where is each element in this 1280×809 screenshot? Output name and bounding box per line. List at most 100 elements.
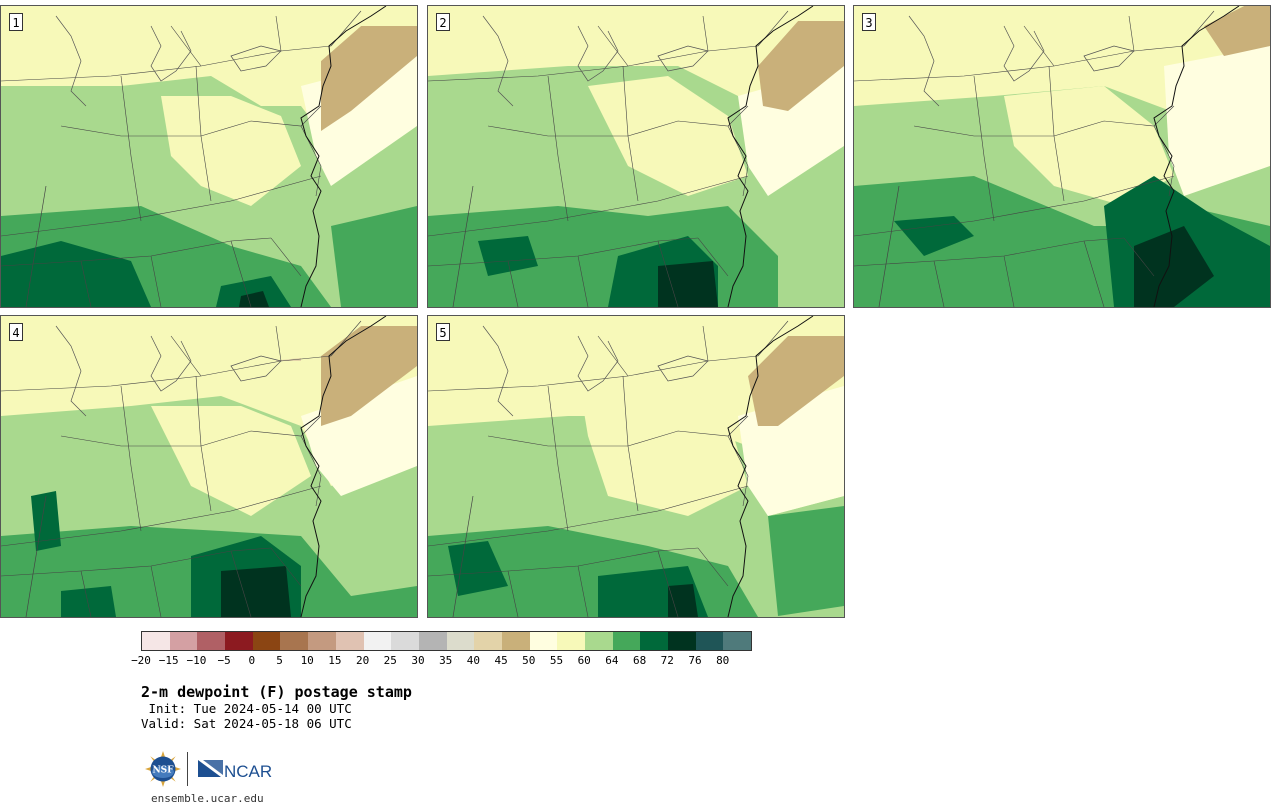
state-boundary <box>270 237 302 277</box>
dewpoint-region <box>331 206 417 307</box>
colorbar-tick: 45 <box>494 654 508 667</box>
state-boundary <box>487 125 628 137</box>
state-boundary <box>1023 25 1055 67</box>
dewpoint-region <box>239 291 269 307</box>
colorbar-swatch <box>695 632 724 650</box>
colorbar-swatch <box>585 632 613 650</box>
member-2-label: 2 <box>436 13 450 31</box>
init-time-label: Init: Tue 2024-05-14 00 UTC <box>141 701 352 716</box>
state-boundary <box>697 237 729 277</box>
colorbar-swatch <box>418 632 447 650</box>
colorbar-swatch <box>723 632 752 650</box>
colorbar-tick: 50 <box>522 654 536 667</box>
state-boundary <box>230 240 252 307</box>
state-boundary <box>275 15 282 52</box>
state-boundary <box>507 260 519 307</box>
state-boundary <box>577 255 589 307</box>
lake-outline <box>482 325 514 417</box>
svg-text:NCAR: NCAR <box>224 762 272 781</box>
dewpoint-region <box>668 584 698 617</box>
member-3-map <box>854 6 1270 307</box>
river-boundary <box>25 495 47 617</box>
dewpoint-region <box>768 506 844 616</box>
colorbar-swatch <box>197 632 226 650</box>
state-boundary <box>627 415 749 447</box>
state-boundary <box>1083 240 1105 307</box>
member-2-panel: 2 <box>427 5 845 308</box>
dewpoint-region <box>894 216 974 256</box>
colorbar-swatch <box>391 632 419 650</box>
colorbar-tick: 35 <box>439 654 453 667</box>
state-boundary <box>428 485 749 547</box>
lake-outline <box>908 15 940 107</box>
colorbar-tick: 5 <box>276 654 283 667</box>
logo-divider <box>187 752 188 786</box>
lake-outline <box>55 325 87 417</box>
lake-outline <box>55 15 87 107</box>
colorbar-swatch <box>142 632 170 650</box>
colorbar-tick: −15 <box>158 654 179 667</box>
colorbar-swatch <box>252 632 281 650</box>
colorbar-tick: 10 <box>300 654 314 667</box>
state-boundary <box>547 75 569 222</box>
colorbar-tick: −5 <box>217 654 231 667</box>
colorbar-tick: −20 <box>131 654 151 667</box>
state-boundary <box>577 565 589 617</box>
colorbar-swatch <box>280 632 309 650</box>
dewpoint-region <box>578 376 748 516</box>
colorbar-swatch <box>308 632 336 650</box>
lake-outline <box>577 335 619 392</box>
colorbar-tick: 15 <box>328 654 342 667</box>
colorbar-swatch <box>335 632 364 650</box>
dewpoint-region <box>1004 86 1174 206</box>
state-boundary <box>200 105 322 137</box>
dewpoint-region <box>161 96 301 206</box>
nsf-logo-icon: NSF <box>145 751 181 787</box>
valid-time-label: Valid: Sat 2024-05-18 06 UTC <box>141 716 352 731</box>
dewpoint-region <box>1 316 417 386</box>
colorbar-swatch <box>363 632 392 650</box>
member-5-panel: 5 <box>427 315 845 618</box>
river-boundary <box>452 185 474 307</box>
colorbar-swatch <box>446 632 475 650</box>
state-boundary <box>1053 105 1175 137</box>
dewpoint-region <box>758 21 844 111</box>
colorbar-tick: 55 <box>549 654 564 667</box>
colorbar-tick: 80 <box>716 654 730 667</box>
state-boundaries <box>428 320 789 617</box>
river-boundary <box>452 495 474 617</box>
member-2-map <box>428 6 844 307</box>
state-boundary <box>547 385 569 532</box>
colorbar-tick: 64 <box>605 654 619 667</box>
colorbar-tick: 25 <box>383 654 397 667</box>
colorbar-tick: 68 <box>632 654 647 667</box>
colorbar-tick-labels: −20 −15 −10 −5 0 5 10 15 20 25 30 35 40 45 50 55 60 64 68 7… <box>131 654 781 668</box>
coastline <box>300 6 387 307</box>
member-1-panel: 1 <box>0 5 418 308</box>
colorbar-tick: 40 <box>466 654 481 667</box>
state-boundary <box>657 550 679 617</box>
colorbar-tick: 20 <box>355 654 370 667</box>
lake-outline <box>1083 45 1135 72</box>
dewpoint-region <box>31 491 61 551</box>
state-boundary <box>1128 15 1135 52</box>
state-boundary <box>597 25 629 67</box>
coastline <box>1153 6 1240 307</box>
dewpoint-region <box>478 236 538 276</box>
dewpoint-region <box>1164 46 1270 196</box>
state-boundary <box>913 125 1054 137</box>
state-boundary <box>1123 237 1155 277</box>
dewpoint-region <box>588 76 748 196</box>
state-boundary <box>120 385 142 532</box>
lake-outline <box>230 45 282 72</box>
coastline <box>300 316 387 617</box>
dewpoint-region <box>428 6 844 66</box>
member-1-map <box>1 6 417 307</box>
dewpoint-region <box>151 406 311 516</box>
member-1-label: 1 <box>9 13 23 31</box>
state-boundary <box>270 547 302 587</box>
lake-outline <box>482 15 514 107</box>
coastline <box>727 6 814 307</box>
lake-outline <box>150 335 192 392</box>
state-boundaries <box>428 10 789 307</box>
